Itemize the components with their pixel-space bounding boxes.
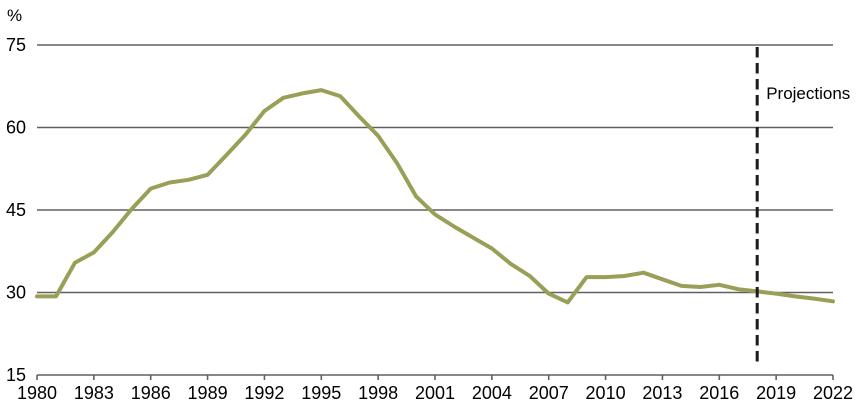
- x-tick-label-2004: 2004: [472, 383, 512, 403]
- data-series-line: [35, 88, 835, 305]
- x-tick-label-2013: 2013: [642, 383, 682, 403]
- x-tick-label-1986: 1986: [131, 383, 171, 403]
- x-tick-label-1983: 1983: [74, 383, 114, 403]
- x-tick-label-1989: 1989: [188, 383, 228, 403]
- x-tick-label-1995: 1995: [301, 383, 341, 403]
- y-axis-unit-label: %: [7, 6, 23, 25]
- x-tick-label-1980: 1980: [17, 383, 57, 403]
- x-tick-label-2007: 2007: [529, 383, 569, 403]
- x-tick-label-2016: 2016: [699, 383, 739, 403]
- x-tick-label-2001: 2001: [415, 383, 455, 403]
- projections-label: Projections: [766, 84, 850, 103]
- x-tick-label-2010: 2010: [586, 383, 626, 403]
- x-tick-label-1992: 1992: [244, 383, 284, 403]
- x-tick-label-2019: 2019: [756, 383, 796, 403]
- x-tick-label-1998: 1998: [358, 383, 398, 403]
- y-tick-label-60: 60: [6, 118, 26, 138]
- y-tick-label-45: 45: [6, 200, 26, 220]
- x-tick-label-2022: 2022: [813, 383, 853, 403]
- y-tick-label-30: 30: [6, 283, 26, 303]
- y-tick-label-75: 75: [6, 35, 26, 55]
- y-tick-label-15: 15: [6, 365, 26, 385]
